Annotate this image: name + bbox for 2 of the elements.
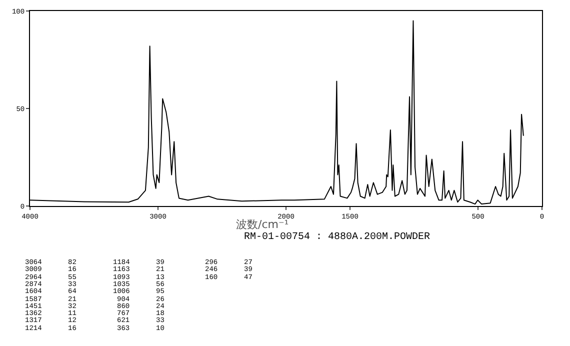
text: RM-01-00754 : 4880A.200M.POWDER — [244, 232, 430, 243]
x-axis-title: 波数/cm⁻¹ — [236, 218, 289, 231]
